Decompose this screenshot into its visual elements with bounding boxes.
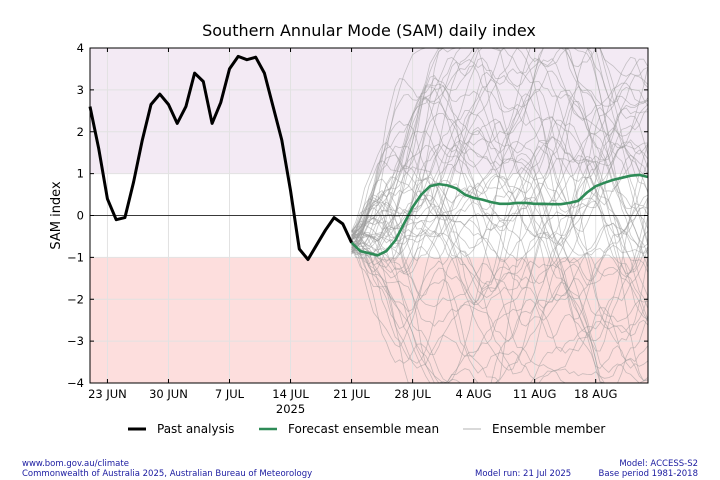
- footer-right: Model: ACCESS-S2 Base period 1981-2018: [598, 459, 698, 479]
- x-tick-label-5: 28 JUL: [394, 387, 431, 401]
- ensemble-member-55: [351, 47, 649, 297]
- footer-copyright: Commonwealth of Australia 2025, Australi…: [22, 469, 313, 479]
- ensemble-member-26: [351, 240, 649, 384]
- x-tick-label-0: 23 JUN: [88, 387, 127, 401]
- footer-left: www.bom.gov.au/climate Commonwealth of A…: [22, 459, 312, 479]
- ensemble-member-18: [351, 86, 649, 367]
- ensemble-member-58: [351, 59, 649, 245]
- ensemble-member-49: [351, 47, 649, 250]
- y-tick-label-7: −3: [67, 334, 84, 348]
- model-name: Model: ACCESS-S2: [619, 459, 698, 469]
- y-tick-label-5: −1: [67, 250, 84, 264]
- ensemble-member-53: [351, 231, 648, 384]
- ensemble-member-32: [351, 104, 649, 243]
- x-tick-label-2: 7 JUL: [215, 387, 245, 401]
- model-run-text: Model run: 21 Jul 2025: [475, 469, 572, 479]
- x-tick-label-8: 18 AUG: [574, 387, 617, 401]
- ensemble-member-6: [351, 120, 649, 321]
- legend-label-2: Ensemble member: [492, 422, 605, 436]
- ensemble-member-42: [351, 177, 649, 353]
- ensemble-member-34: [351, 96, 649, 342]
- legend: Past analysis Forecast ensemble mean Ensem…: [128, 422, 605, 436]
- y-tick-label-4: 0: [77, 209, 84, 223]
- base-period: Base period 1981-2018: [598, 469, 698, 479]
- ensemble-member-51: [351, 107, 649, 290]
- y-tick-label-2: 2: [77, 125, 84, 139]
- legend-label-0: Past analysis: [157, 422, 234, 436]
- x-tick-label-7: 11 AUG: [513, 387, 556, 401]
- ensemble-member-36: [351, 135, 649, 313]
- ensemble-member-59: [351, 194, 648, 384]
- chart-title: Southern Annular Mode (SAM) daily index: [202, 21, 536, 40]
- ensemble-member-28: [351, 47, 649, 261]
- y-tick-label-0: 4: [77, 41, 84, 55]
- y-tick-label-1: 3: [77, 83, 84, 97]
- footer-url[interactable]: www.bom.gov.au/climate: [22, 459, 129, 469]
- x-tick-label-6: 4 AUG: [456, 387, 492, 401]
- series-lines: [88, 54, 649, 261]
- ensemble-member-11: [351, 206, 649, 369]
- y-tick-label-3: 1: [77, 167, 84, 181]
- shaded-band-1: [90, 257, 648, 383]
- x-axis-ticks: 23 JUN 30 JUN 7 JUL 14 JUL 21 JUL 28 JUL 4 AUG…: [88, 48, 617, 416]
- y-axis-label: SAM index: [49, 181, 64, 250]
- ensemble-member-1: [351, 182, 649, 285]
- x-tick-label-4: 21 JUL: [333, 387, 370, 401]
- ensemble-member-57: [351, 70, 649, 249]
- ensemble-member-47: [351, 78, 649, 345]
- ensemble-member-41: [351, 47, 649, 277]
- footer-model-run: Model run: 21 Jul 2025: [475, 459, 571, 479]
- y-tick-label-6: −2: [67, 292, 84, 306]
- x-tick-label-3: 14 JUL: [272, 387, 309, 401]
- x-tick-label-1: 30 JUN: [149, 387, 188, 401]
- ensemble-member-29: [351, 121, 649, 369]
- legend-label-1: Forecast ensemble mean: [288, 422, 439, 436]
- ensemble-member-54: [351, 78, 649, 275]
- ensemble-member-12: [351, 143, 649, 384]
- ensemble-member-52: [351, 132, 649, 348]
- series-line-0: [88, 54, 353, 261]
- ensemble-member-2: [351, 58, 649, 253]
- ensemble-member-40: [351, 112, 649, 384]
- ensemble-member-0: [351, 83, 649, 320]
- ensemble-member-24: [351, 143, 649, 352]
- y-axis-ticks: 4 3 2 1 0 −1 −2 −3 −4: [67, 41, 648, 390]
- ensemble-member-45: [351, 95, 649, 247]
- ensemble-member-48: [351, 93, 649, 232]
- ensemble-member-4: [351, 144, 649, 305]
- series-line-1: [350, 173, 649, 257]
- ensemble-member-23: [351, 140, 649, 384]
- x-year-label: 2025: [276, 402, 305, 416]
- ensemble-member-46: [351, 163, 649, 322]
- y-tick-label-8: −4: [67, 376, 84, 390]
